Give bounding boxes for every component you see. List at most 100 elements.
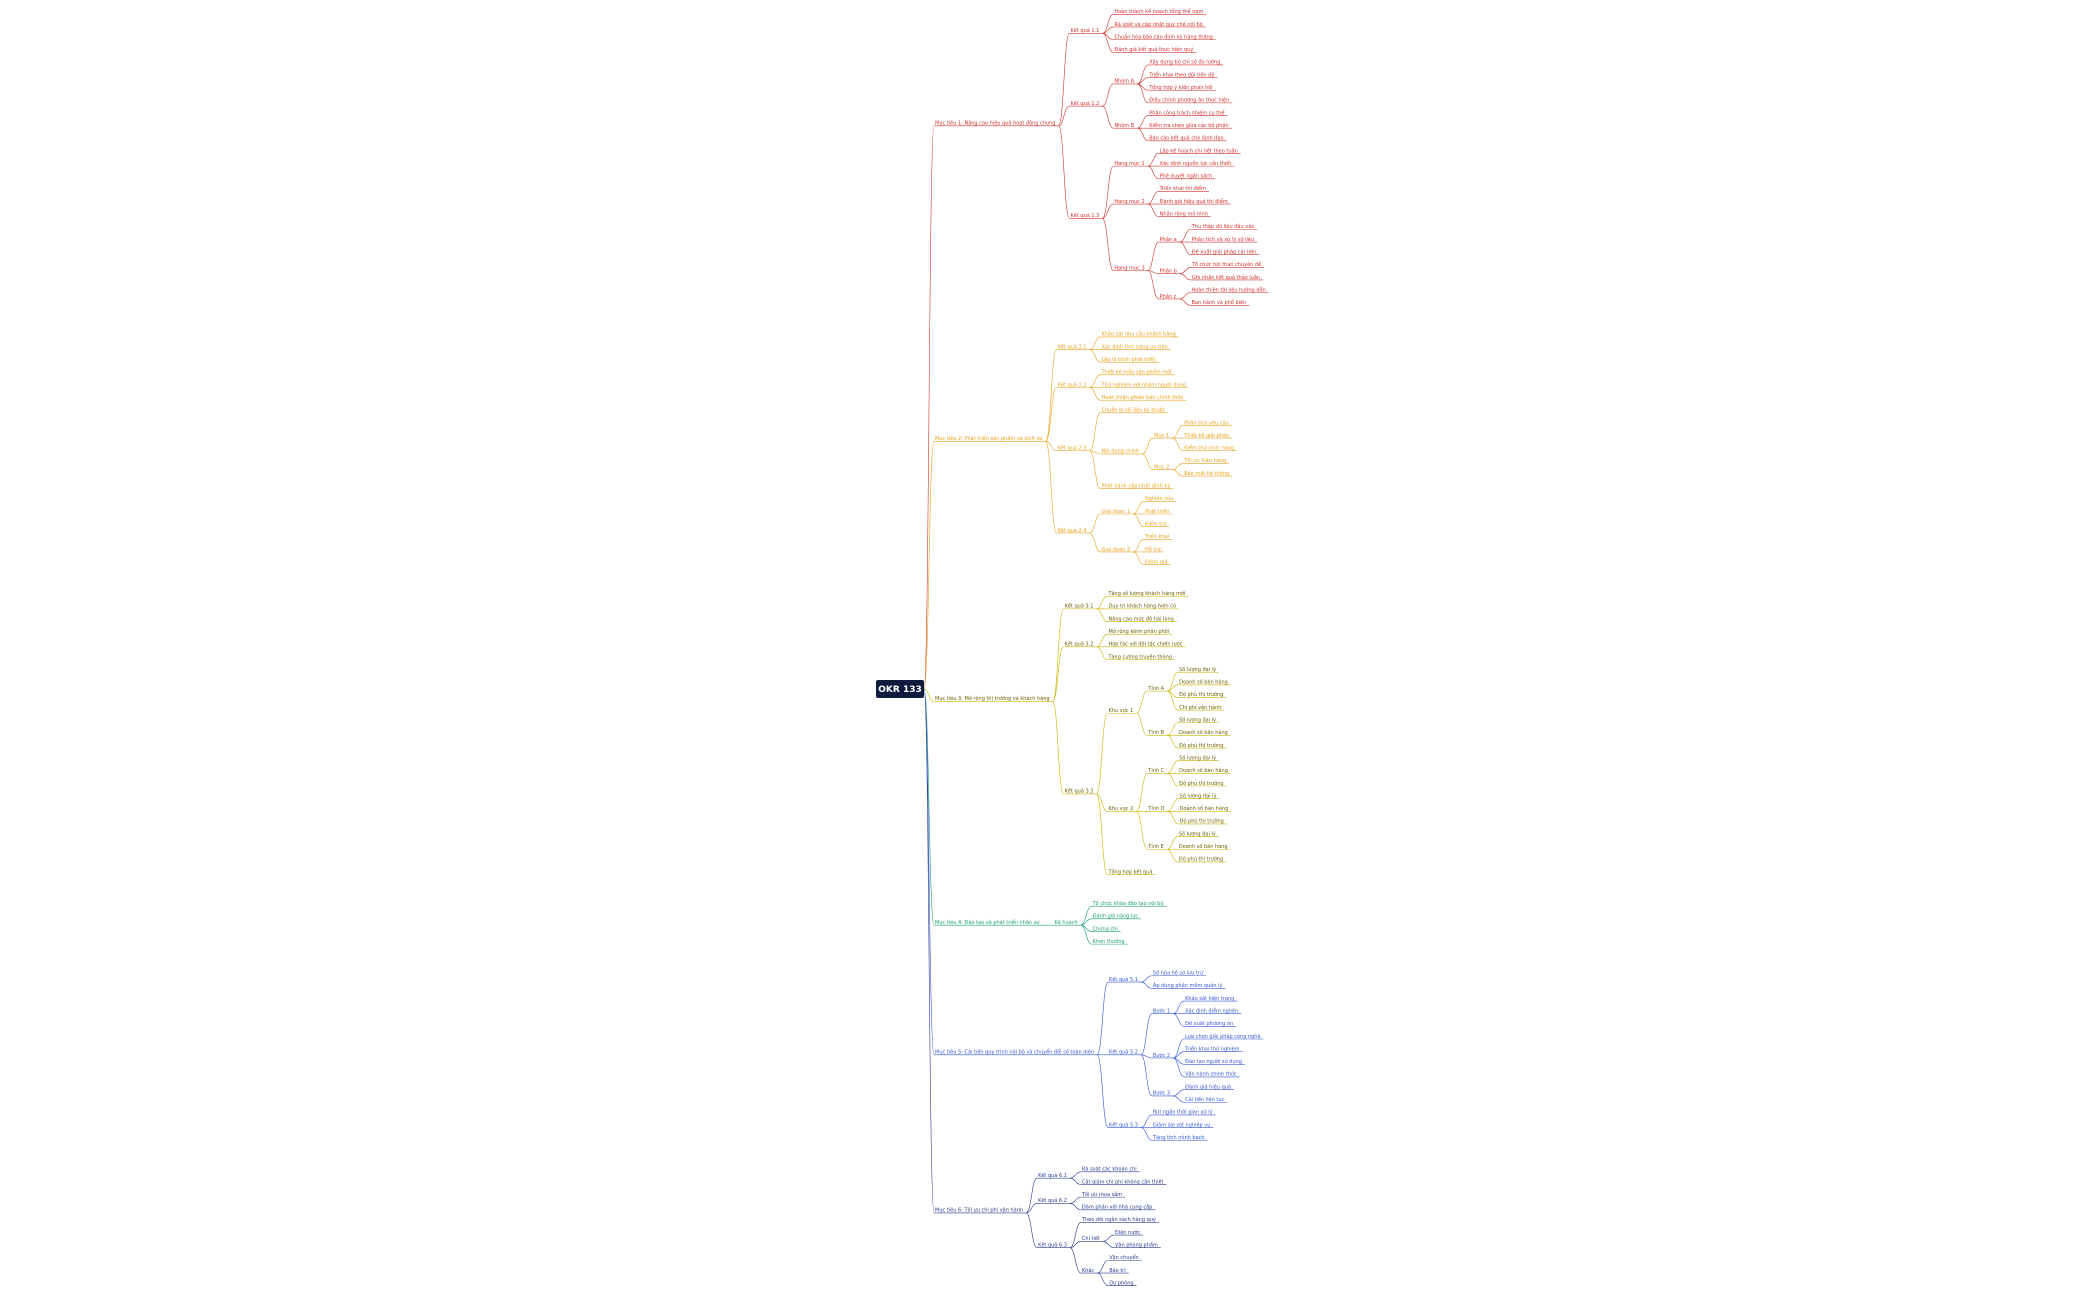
node-label: Số lượng đại lý bbox=[1179, 717, 1216, 724]
connector bbox=[1140, 1054, 1152, 1059]
connector bbox=[1140, 1013, 1153, 1056]
connector bbox=[1132, 539, 1145, 553]
connector bbox=[1147, 191, 1159, 205]
connector bbox=[1172, 425, 1184, 439]
connector bbox=[1172, 437, 1184, 452]
connector bbox=[1172, 1038, 1185, 1059]
connector bbox=[1080, 924, 1092, 945]
node-label: Kết quả 5.2 bbox=[1109, 1049, 1138, 1056]
node-label: Xác định tính năng ưu tiên bbox=[1101, 343, 1167, 350]
node-label: Theo dõi ngân sách hàng quý bbox=[1081, 1216, 1156, 1223]
connector bbox=[1173, 1089, 1185, 1097]
connector bbox=[1069, 1171, 1081, 1179]
node-label: Vận chuyển bbox=[1109, 1254, 1139, 1261]
connector bbox=[1097, 1260, 1109, 1274]
connector bbox=[1166, 671, 1179, 692]
node-label: Bảo mật hệ thống bbox=[1184, 470, 1229, 477]
connector bbox=[923, 688, 935, 702]
node-label: Doanh số bán hàng bbox=[1179, 843, 1228, 850]
node-label: Mục tiêu 3: Mở rộng thị trường và khách … bbox=[935, 695, 1050, 702]
node-label: Hoàn thiện tài liệu hướng dẫn bbox=[1191, 286, 1265, 293]
connector bbox=[1173, 1095, 1185, 1103]
node-label: Tổ chức hội thảo chuyên đề bbox=[1191, 260, 1261, 268]
node-label: Phần b bbox=[1160, 266, 1177, 274]
connector bbox=[1167, 798, 1179, 812]
connector bbox=[1179, 241, 1191, 255]
connector bbox=[1179, 267, 1191, 274]
node-label: Kết quả 2.3 bbox=[1058, 445, 1087, 452]
connector bbox=[1102, 26, 1114, 34]
node-label: Triển khai thử nghiệm bbox=[1184, 1045, 1240, 1052]
node-label: Dự phòng bbox=[1109, 1279, 1133, 1286]
node-label: Giai đoạn 2 bbox=[1101, 547, 1130, 553]
node-label: Cắt giảm chi phí không cần thiết bbox=[1082, 1177, 1164, 1185]
node-label: Triển khai thí điểm bbox=[1159, 185, 1206, 192]
node-label: Chuẩn hóa báo cáo định kỳ hàng tháng bbox=[1114, 33, 1213, 40]
root-label: OKR 133 bbox=[878, 685, 921, 695]
connector bbox=[1179, 229, 1191, 243]
connector bbox=[1096, 595, 1108, 610]
connector bbox=[1173, 1000, 1185, 1014]
connector bbox=[1132, 513, 1145, 527]
node-label: Doanh số bán hàng bbox=[1179, 679, 1228, 686]
node-label: Ban hành và phổ biến bbox=[1191, 299, 1246, 306]
connector bbox=[1089, 450, 1101, 490]
node-label: Tăng số lượng khách hàng mới bbox=[1107, 590, 1185, 597]
node-label: Xác định điểm nghẽn bbox=[1185, 1007, 1238, 1014]
node-label: Lập lộ trình phát triển bbox=[1101, 356, 1156, 363]
connector bbox=[1102, 105, 1114, 129]
connector bbox=[1142, 453, 1154, 471]
connector bbox=[1080, 918, 1092, 926]
node-label: Nhóm A bbox=[1114, 78, 1134, 85]
connector bbox=[1166, 836, 1178, 850]
connector bbox=[1089, 532, 1101, 553]
node-label: Thiết kế giải pháp bbox=[1183, 432, 1229, 439]
connector bbox=[1052, 701, 1064, 795]
connector bbox=[1089, 349, 1101, 363]
connector bbox=[1096, 633, 1108, 648]
connector bbox=[1052, 646, 1064, 702]
connector bbox=[1069, 1203, 1081, 1211]
node-label: Ghi nhận kết quả thảo luận bbox=[1192, 274, 1260, 281]
node-label: Bước 1 bbox=[1153, 1007, 1170, 1014]
node-label: Khảo sát hiện trạng bbox=[1185, 995, 1234, 1002]
connector bbox=[1096, 793, 1108, 875]
connector bbox=[1140, 1114, 1152, 1128]
node-label: Nhân rộng mô hình bbox=[1160, 211, 1208, 218]
node-label: Kết quả 3.1 bbox=[1065, 603, 1094, 610]
node-label: Văn phòng phẩm bbox=[1115, 1242, 1158, 1249]
node-label: Tỉnh C bbox=[1147, 767, 1164, 774]
connector bbox=[1058, 33, 1070, 127]
connector bbox=[1069, 1247, 1082, 1274]
connector bbox=[1102, 83, 1114, 107]
connector bbox=[1089, 374, 1101, 388]
node-label: Phần c bbox=[1160, 292, 1177, 300]
connector bbox=[1069, 1222, 1082, 1249]
connector bbox=[1096, 646, 1108, 660]
connector bbox=[923, 688, 935, 1056]
node-label: Chứng chỉ bbox=[1093, 925, 1119, 932]
connector bbox=[1167, 722, 1179, 736]
connector bbox=[1173, 1051, 1185, 1059]
node-label: Hoàn thiện phiên bản chính thức bbox=[1101, 394, 1183, 401]
node-label: Tỉnh B bbox=[1147, 729, 1164, 736]
connector bbox=[1102, 1241, 1114, 1249]
node-label: Tổng hợp kết quả bbox=[1107, 868, 1152, 875]
connector bbox=[923, 125, 935, 690]
connector bbox=[1172, 463, 1184, 471]
connector bbox=[923, 688, 935, 1214]
node-label: Kết quả 5.1 bbox=[1109, 976, 1138, 983]
node-label: Điều chỉnh phương án thực hiện bbox=[1149, 96, 1229, 104]
node-label: Phát triển bbox=[1145, 508, 1169, 515]
node-label: Số lượng đại lý bbox=[1180, 792, 1217, 799]
connector bbox=[1137, 64, 1149, 85]
connector bbox=[1025, 1212, 1038, 1249]
connector bbox=[1052, 608, 1064, 702]
connector bbox=[1140, 1054, 1153, 1097]
node-label: Điện nước bbox=[1115, 1229, 1140, 1236]
connector bbox=[1136, 690, 1148, 714]
node-label: Bảo trì bbox=[1109, 1267, 1126, 1274]
connector bbox=[1167, 773, 1179, 787]
node-label: Tối ưu hiệu năng bbox=[1183, 457, 1226, 464]
connector bbox=[1096, 712, 1108, 795]
